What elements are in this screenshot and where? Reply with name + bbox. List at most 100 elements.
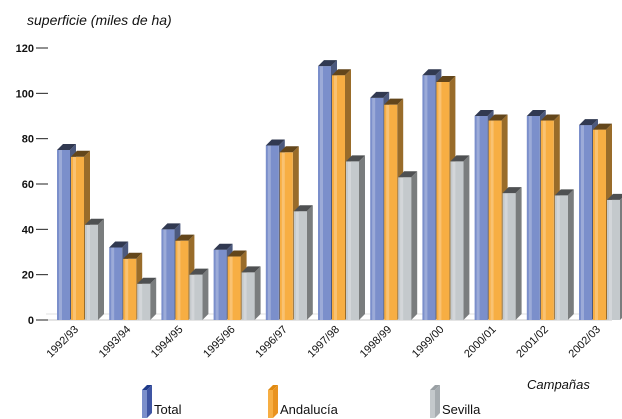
legend-swatch-sevilla — [430, 385, 440, 418]
bar-sevilla-10 — [607, 199, 620, 320]
bar-sevilla-8-highlight — [504, 193, 508, 320]
bar-sevilla-3-highlight — [243, 272, 247, 320]
bar-total-9-top — [526, 110, 546, 116]
bar-andalucia-8-top — [488, 114, 508, 121]
bar-andalucia-8 — [488, 120, 502, 321]
x-tick-label: 1995/96 — [201, 324, 238, 361]
bar-sevilla-1-side — [150, 277, 157, 320]
bar-total-3 — [213, 249, 227, 320]
bar-andalucia-10 — [593, 129, 606, 320]
legend-swatch-andalucia — [268, 385, 278, 418]
bar-sevilla-7 — [450, 161, 464, 320]
x-tick-label: 1993/94 — [97, 324, 134, 361]
bar-sevilla-0-side — [98, 218, 104, 320]
bar-total-10-top — [579, 119, 598, 126]
bar-total-8-top — [474, 110, 494, 116]
bar-total-9 — [526, 116, 540, 320]
bar-andalucia-1-highlight — [125, 258, 129, 320]
bar-andalucia-2-highlight — [177, 240, 181, 320]
bar-andalucia-10-highlight — [595, 129, 598, 320]
bar-andalucia-3-top — [227, 250, 247, 257]
bar-sevilla-5-top — [346, 155, 365, 162]
x-tick-label: 1999/00 — [410, 324, 447, 361]
bar-andalucia-4-top — [279, 146, 299, 153]
bar-total-1-top — [109, 241, 129, 248]
bar-andalucia-6 — [384, 104, 398, 321]
bar-total-1-highlight — [111, 247, 115, 320]
bar-sevilla-4-top — [293, 205, 313, 212]
bar-sevilla-4-side — [306, 205, 313, 320]
bar-andalucia-10-top — [593, 123, 612, 130]
y-tick-label: 60 — [22, 179, 34, 191]
bar-total-0-top — [57, 144, 76, 150]
bar-total-2 — [161, 229, 175, 320]
bar-sevilla-4 — [293, 211, 307, 320]
bar-sevilla-2-top — [189, 268, 209, 275]
bar-sevilla-0-highlight — [87, 224, 90, 320]
bar-sevilla-8-side — [515, 187, 522, 320]
bar-sevilla-2 — [189, 274, 203, 320]
x-tick-label: 1996/97 — [253, 324, 290, 361]
bar-andalucia-6-top — [384, 98, 404, 105]
bar-andalucia-3 — [227, 256, 241, 320]
bar-sevilla-0-top — [85, 218, 104, 225]
bar-sevilla-1 — [137, 283, 151, 320]
bar-sevilla-3-side — [254, 266, 261, 320]
bar-sevilla-6 — [398, 177, 412, 320]
bar-andalucia-5-top — [332, 69, 351, 76]
bar-andalucia-7-highlight — [438, 82, 442, 320]
y-axis-label: superficie (miles de ha) — [27, 12, 172, 28]
bar-total-6 — [370, 97, 384, 320]
bar-total-7-highlight — [424, 75, 428, 320]
bar-andalucia-1 — [123, 258, 137, 320]
bar-total-8 — [474, 116, 488, 320]
bar-total-7-top — [422, 69, 442, 76]
bar-andalucia-5-highlight — [334, 75, 337, 320]
y-tick-label: 120 — [16, 43, 34, 55]
bar-total-4-top — [265, 139, 285, 146]
bar-sevilla-5-side — [359, 155, 365, 320]
bar-sevilla-8 — [502, 193, 516, 320]
bar-total-5-highlight — [320, 66, 323, 320]
bar-sevilla-2-highlight — [191, 274, 195, 320]
x-tick-label: 1994/95 — [149, 324, 186, 361]
bar-sevilla-2-side — [202, 268, 209, 320]
x-tick-label: 1992/93 — [45, 324, 82, 361]
bar-andalucia-2 — [175, 240, 189, 320]
bar-sevilla-6-side — [411, 171, 418, 320]
x-axis-label: Campañas — [527, 377, 590, 392]
x-tick-label: 2001/02 — [514, 324, 551, 361]
bar-total-9-highlight — [528, 116, 532, 320]
bar-sevilla-0 — [85, 224, 98, 320]
bar-total-7 — [422, 75, 436, 320]
bar-total-2-highlight — [163, 229, 167, 320]
legend-label-total: Total — [154, 402, 182, 417]
bar-sevilla-10-top — [607, 193, 622, 200]
bar-sevilla-4-highlight — [295, 211, 299, 320]
bar-sevilla-5-highlight — [348, 161, 351, 320]
bar-sevilla-6-top — [398, 171, 418, 178]
bar-sevilla-7-highlight — [452, 161, 456, 320]
bar-sevilla-1-top — [137, 277, 157, 284]
bar-sevilla-7-side — [463, 155, 470, 320]
bar-total-4 — [265, 145, 279, 320]
bar-andalucia-5 — [332, 75, 345, 320]
legend-label-andalucia: Andalucía — [280, 402, 338, 417]
bar-andalucia-4-highlight — [281, 152, 285, 320]
bar-andalucia-9-top — [540, 114, 560, 121]
bar-sevilla-9-highlight — [556, 195, 560, 320]
bar-andalucia-2-top — [175, 234, 195, 241]
bar-sevilla-6-highlight — [400, 177, 404, 320]
bar-sevilla-9-top — [554, 189, 574, 196]
bar-total-2-top — [161, 223, 181, 230]
bar-sevilla-3 — [241, 272, 255, 320]
bar-total-4-highlight — [267, 145, 271, 320]
bar-total-5-top — [318, 60, 337, 67]
y-tick-label: 0 — [28, 315, 34, 327]
y-tick-label: 40 — [22, 224, 34, 236]
bar-total-5 — [318, 66, 331, 320]
bar-total-1 — [109, 247, 123, 320]
bar-andalucia-9 — [540, 120, 554, 321]
bar-andalucia-0-top — [71, 150, 90, 157]
